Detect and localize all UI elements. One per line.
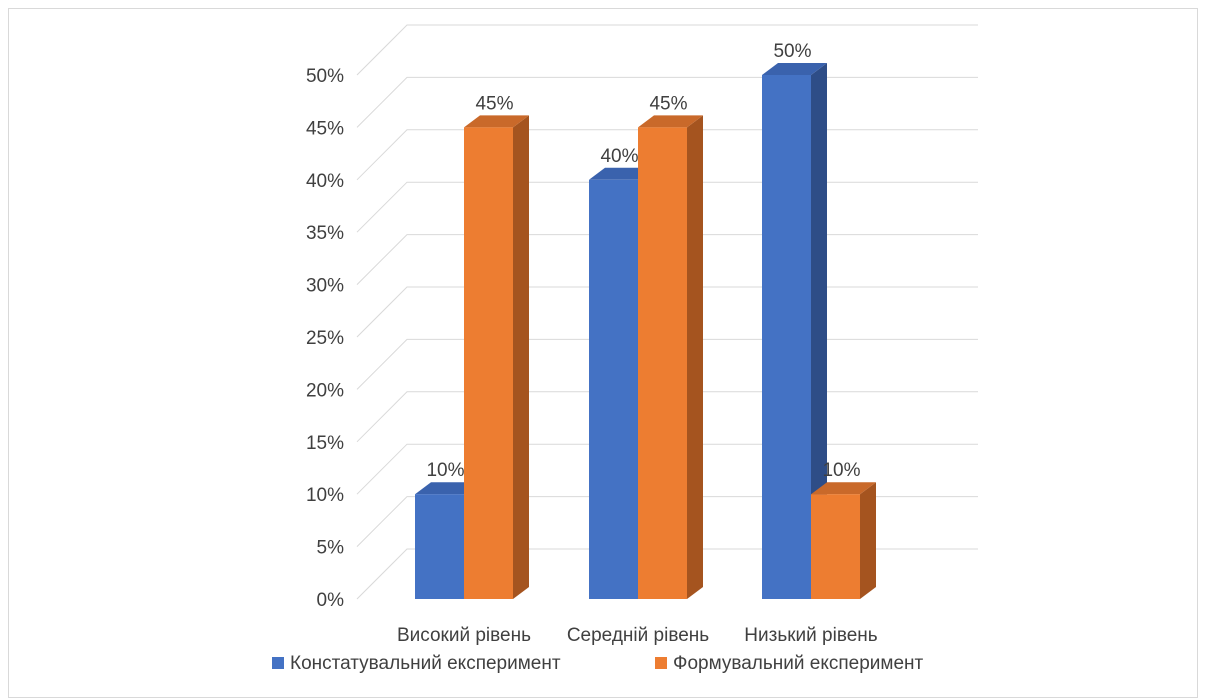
bar (464, 115, 529, 600)
y-tick-label: 25% (306, 328, 344, 349)
bar-front (638, 127, 687, 600)
data-label: 40% (600, 146, 638, 167)
bar-front (464, 127, 513, 600)
legend-item: Формувальний експеримент (655, 653, 924, 674)
y-tick-label: 10% (306, 485, 344, 506)
bar-side (860, 482, 876, 599)
y-tick-label: 45% (306, 118, 344, 139)
bar (762, 63, 827, 599)
bars (415, 63, 876, 600)
data-label: 10% (822, 460, 860, 481)
legend: Констатувальний експеримент Формувальний … (272, 653, 924, 674)
data-label: 45% (475, 93, 513, 114)
y-tick-label: 15% (306, 433, 344, 454)
bar-front (589, 179, 638, 600)
y-tick-label: 20% (306, 380, 344, 401)
data-label: 10% (426, 460, 464, 481)
bar-front (762, 75, 811, 599)
bar (811, 482, 876, 599)
bar (638, 115, 703, 600)
bar-top (464, 115, 529, 128)
bar-front (811, 494, 860, 599)
bar-chart: 0% 5% 10% 15% 20% 25% 30% 35% 40% 45% 50% 10% 45% 40… (272, 24, 978, 674)
y-axis-ticks: 0% 5% 10% 15% 20% 25% 30% 35% 40% 45% 50% (306, 66, 344, 611)
bar-top (638, 115, 703, 128)
x-category-label: Високий рівень (397, 625, 531, 646)
bar-top (589, 167, 654, 180)
x-category-label: Низький рівень (744, 625, 877, 646)
bar-top (762, 63, 827, 75)
y-tick-label: 5% (317, 538, 345, 559)
bar-top (415, 482, 480, 495)
gridline (356, 24, 978, 76)
legend-label: Формувальний експеримент (673, 653, 924, 674)
y-tick-label: 30% (306, 276, 344, 297)
bar-side (687, 115, 703, 600)
bar-top (811, 482, 876, 495)
x-axis-categories: Високий рівень Середній рівень Низький рів… (397, 625, 878, 646)
bar-side (811, 63, 827, 599)
legend-label: Констатувальний експеримент (290, 653, 561, 674)
data-labels: 10% 45% 40% 45% 50% 10% (426, 41, 860, 481)
y-tick-label: 40% (306, 171, 344, 192)
x-category-label: Середній рівень (567, 625, 709, 646)
bar-front (415, 494, 464, 599)
legend-swatch (272, 657, 284, 669)
data-label: 50% (773, 41, 811, 62)
data-label: 45% (649, 93, 687, 114)
legend-item: Констатувальний експеримент (272, 653, 561, 674)
y-tick-label: 0% (317, 590, 345, 611)
legend-swatch (655, 657, 667, 669)
y-tick-label: 35% (306, 223, 344, 244)
bar-side (513, 115, 529, 600)
y-tick-label: 50% (306, 66, 344, 87)
